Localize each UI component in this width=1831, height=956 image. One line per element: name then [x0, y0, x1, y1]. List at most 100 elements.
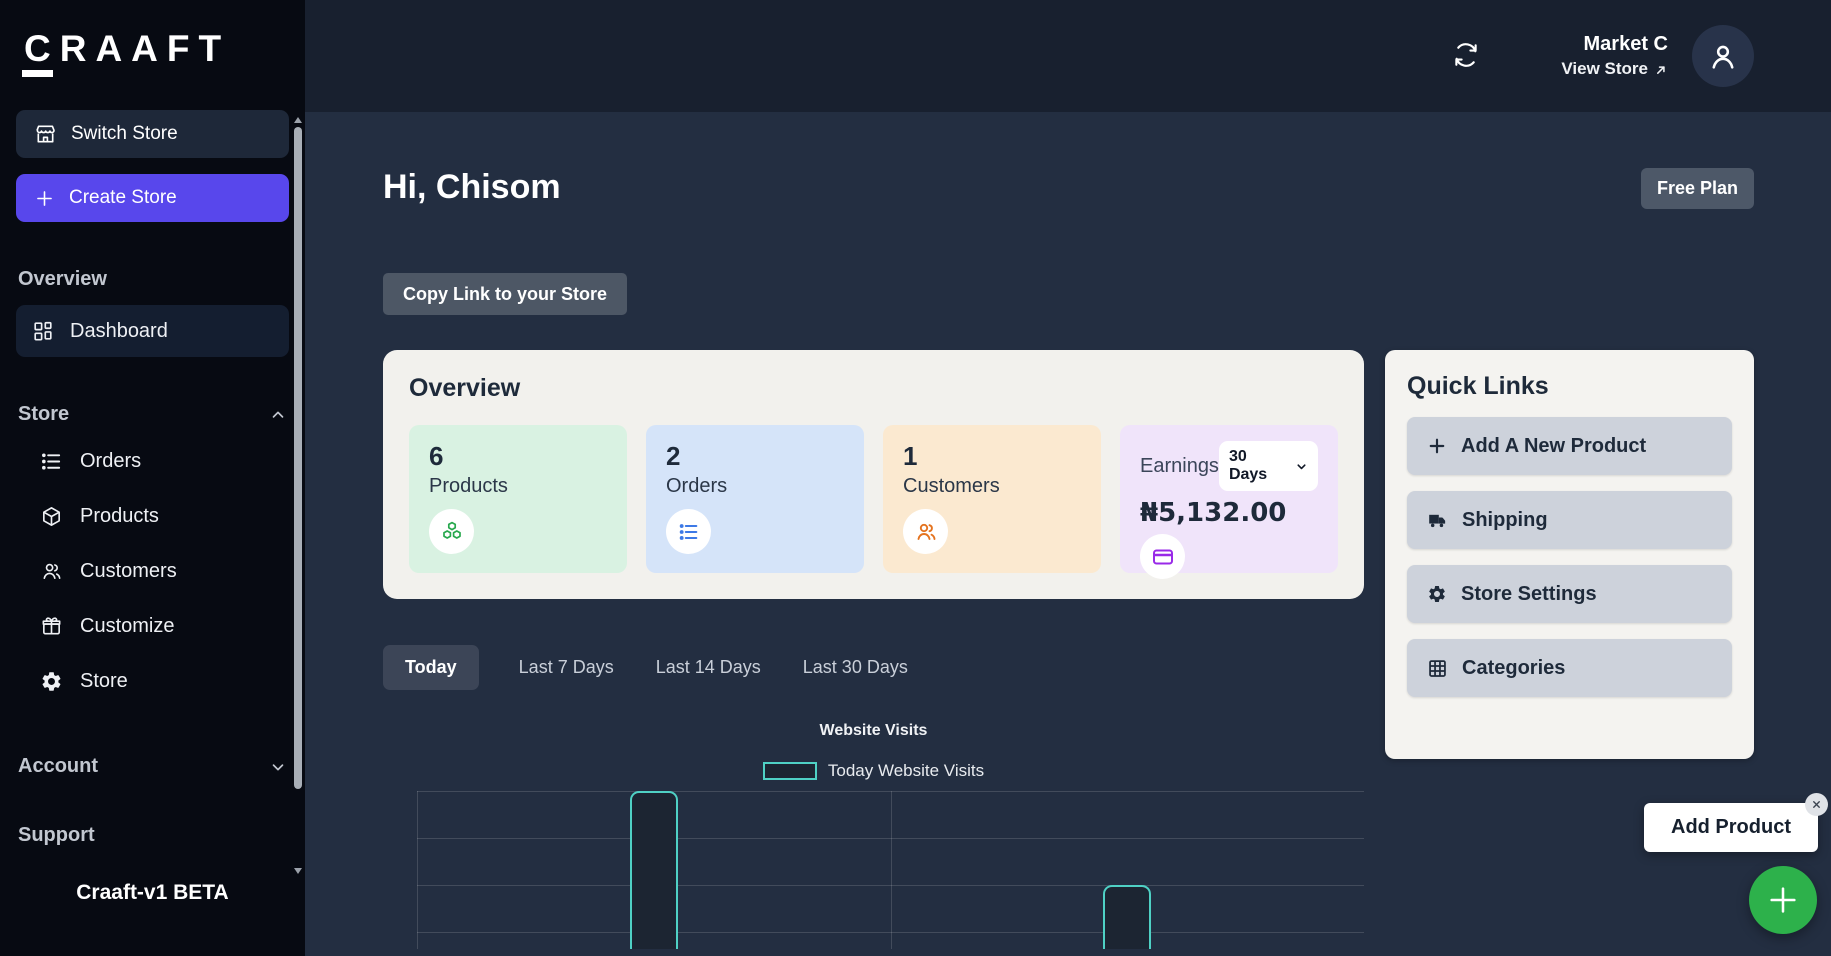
categories-button[interactable]: Categories [1407, 639, 1732, 697]
orders-stat-label: Orders [666, 475, 728, 497]
stat-card-earnings: Earnings 30 Days ₦5,132.00 [1120, 425, 1338, 579]
customers-stat-label: Customers [903, 475, 1000, 497]
sidebar-item-customize[interactable]: Customize [16, 599, 289, 654]
store-settings-label: Store Settings [1461, 582, 1597, 605]
earnings-period-value: 30 Days [1228, 448, 1268, 483]
craaft-logo: CRAAFT [16, 28, 289, 77]
tab-last-14-days[interactable]: Last 14 Days [654, 645, 763, 690]
cubes-icon [429, 509, 474, 554]
switch-store-label: Switch Store [71, 123, 178, 144]
list-icon [666, 509, 711, 554]
chart-title: Website Visits [819, 722, 928, 739]
logo-letter-c: C [22, 28, 60, 77]
chart-gridline: 4 [417, 932, 1364, 933]
plus-icon [1770, 887, 1796, 913]
scrollbar-thumb[interactable] [294, 127, 302, 789]
products-label: Products [80, 505, 159, 527]
page-greeting: Hi, Chisom [383, 168, 561, 206]
sidebar: CRAAFT Switch Store Create Store Overvie… [0, 0, 305, 956]
customize-label: Customize [80, 615, 175, 637]
store-settings-button[interactable]: Store Settings [1407, 565, 1732, 623]
stat-card-orders: 2 Orders [646, 425, 864, 573]
dashboard-label: Dashboard [70, 319, 168, 342]
store-meta: Market C View Store [1561, 31, 1668, 81]
sidebar-section-store[interactable]: Store [16, 403, 289, 426]
chart-bar [629, 791, 678, 949]
create-store-button[interactable]: Create Store [16, 174, 289, 222]
store-settings-label: Store [80, 670, 128, 692]
chart-gridline: 7 [417, 791, 1364, 792]
sidebar-section-support[interactable]: Support [16, 824, 289, 847]
create-store-label: Create Store [69, 187, 177, 208]
legend-label: Today Website Visits [827, 761, 985, 780]
store-section-label: Store [18, 403, 70, 425]
products-stat-label: Products [429, 475, 508, 497]
website-visits-chart: Website Visits Today Website Visits 7 6 5 4 [383, 722, 1364, 949]
products-count: 6 [429, 441, 444, 471]
grid-icon [1427, 658, 1448, 679]
overview-card-title: Overview [409, 374, 521, 402]
overview-section-label: Overview [18, 268, 107, 290]
profile-avatar[interactable] [1692, 25, 1754, 87]
sidebar-item-orders[interactable]: Orders [16, 434, 289, 489]
dashboard-content: Hi, Chisom Free Plan Copy Link to your S… [305, 112, 1831, 956]
chevron-up-icon [269, 406, 287, 424]
chart-bar [1103, 885, 1152, 949]
topbar: Market C View Store [305, 0, 1831, 112]
tab-last-7-days[interactable]: Last 7 Days [517, 645, 616, 690]
add-new-product-label: Add A New Product [1461, 434, 1647, 457]
close-icon[interactable] [1805, 793, 1828, 816]
customers-label: Customers [80, 560, 177, 582]
orders-list-icon [40, 450, 63, 473]
cube-icon [40, 505, 63, 528]
sidebar-section-account[interactable]: Account [16, 755, 289, 778]
chart-legend: Today Website Visits [383, 761, 1364, 781]
app-version-label: Craaft-v1 BETA [76, 881, 229, 904]
legend-swatch [762, 762, 817, 780]
stat-card-products: 6 Products [409, 425, 627, 573]
add-new-product-button[interactable]: Add A New Product [1407, 417, 1732, 475]
chart-plot: 7 6 5 4 [417, 791, 1364, 949]
logo-rest: RAAFT [59, 28, 231, 69]
add-product-fab[interactable] [1749, 866, 1817, 934]
date-range-tabs: Today Last 7 Days Last 14 Days Last 30 D… [383, 645, 1364, 690]
person-icon [1712, 45, 1734, 69]
refresh-icon[interactable] [1451, 40, 1481, 73]
sidebar-item-dashboard[interactable]: Dashboard [16, 305, 289, 357]
chevron-down-icon [1295, 460, 1308, 473]
orders-label: Orders [80, 450, 142, 472]
gear-icon [1427, 584, 1447, 604]
tab-last-30-days[interactable]: Last 30 Days [801, 645, 910, 690]
add-product-tooltip-label: Add Product [1671, 816, 1791, 838]
gear-icon [40, 670, 63, 693]
external-link-arrow-icon [1654, 63, 1668, 77]
sidebar-item-customers[interactable]: Customers [16, 544, 289, 599]
quick-links-title: Quick Links [1407, 372, 1549, 400]
add-product-tooltip: Add Product [1644, 793, 1828, 852]
sidebar-scrollbar [293, 112, 303, 956]
sidebar-item-products[interactable]: Products [16, 489, 289, 544]
tab-today[interactable]: Today [383, 645, 479, 690]
sidebar-item-store-settings[interactable]: Store [16, 654, 289, 709]
view-store-link[interactable]: View Store [1561, 58, 1668, 81]
copy-store-link-button[interactable]: Copy Link to your Store [383, 273, 628, 315]
people-icon [903, 509, 948, 554]
shipping-button[interactable]: Shipping [1407, 491, 1732, 549]
chart-gridline: 5 [417, 885, 1364, 886]
quick-links-card: Quick Links Add A New Product Shipping [1385, 350, 1754, 759]
earnings-period-select[interactable]: 30 Days [1218, 441, 1318, 491]
chart-y-axis-line [417, 791, 418, 949]
view-store-label: View Store [1561, 59, 1648, 79]
switch-store-button[interactable]: Switch Store [16, 110, 289, 158]
main-region: Market C View Store Hi, Chisom Free Plan… [305, 0, 1831, 956]
scrollbar-up-arrow[interactable] [294, 117, 302, 123]
account-section-label: Account [18, 755, 98, 777]
overview-card: Overview 6 Products 2 Orders [383, 350, 1364, 599]
scrollbar-down-arrow[interactable] [294, 868, 302, 874]
orders-count: 2 [666, 441, 681, 471]
customers-count: 1 [903, 441, 918, 471]
dashboard-grid-icon [32, 320, 54, 342]
stat-card-customers: 1 Customers [883, 425, 1101, 573]
earnings-label: Earnings [1140, 454, 1219, 477]
store-name: Market C [1583, 33, 1668, 56]
